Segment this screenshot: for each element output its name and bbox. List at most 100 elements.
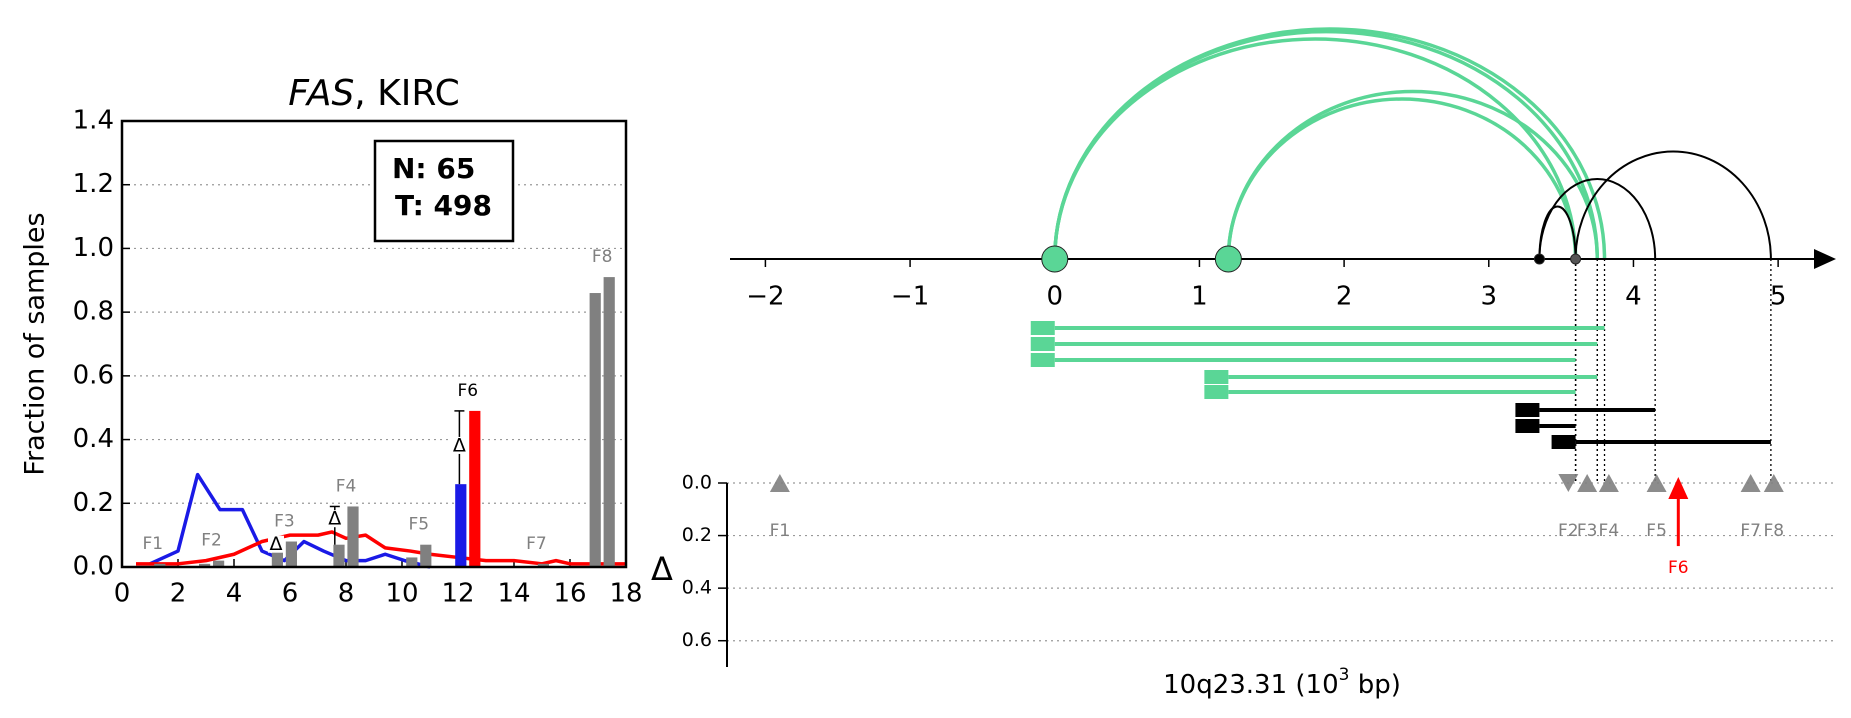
delta-marker: Δ [453, 434, 466, 456]
annotation-box [373, 139, 515, 243]
x-axis-arrow [1814, 249, 1836, 269]
junction-arc [1053, 37, 1578, 260]
site-node [1570, 253, 1582, 265]
x-tick-label: −1 [891, 282, 929, 312]
feature-bar [420, 544, 432, 567]
x-label-sup: 3 [1339, 665, 1350, 685]
y-tick-label: 0.2 [682, 524, 712, 546]
isoform-start [1204, 385, 1229, 399]
feature-label: F8 [592, 247, 613, 267]
x-axis-label: 10q23.31 (103 bp) [1163, 665, 1401, 700]
feature-label: F4 [1599, 521, 1620, 541]
chart-title: FAS, KIRC [288, 73, 460, 114]
feature-label: F3 [274, 512, 295, 532]
feature-bar [406, 557, 418, 567]
feature-label: F8 [1763, 521, 1784, 541]
delta-marker: Δ [328, 508, 341, 530]
feature-bar [199, 563, 211, 567]
y-tick-label: 0.4 [73, 424, 114, 454]
x-tick-label: 14 [497, 579, 530, 609]
y-tick-label: 0.6 [682, 629, 712, 651]
feature-label: F2 [1558, 521, 1579, 541]
line-series [136, 530, 626, 566]
delta-triangle [769, 474, 790, 492]
feature-label: F1 [142, 534, 163, 554]
x-tick-label: −2 [746, 282, 784, 312]
y-tick-label: 1.2 [73, 169, 114, 199]
feature-label: F5 [1646, 521, 1667, 541]
annotation-text: T: 498 [395, 189, 492, 222]
feature-bar [213, 560, 225, 567]
feature-label: F6 [1668, 558, 1689, 578]
feature-bar [347, 506, 359, 567]
feature-bar [271, 551, 283, 567]
isoform-start [1515, 403, 1540, 417]
plot-frame [120, 119, 628, 569]
y-tick-label: 0.8 [73, 297, 114, 327]
x-tick-label: 4 [1625, 282, 1642, 312]
y-tick-label: 1.0 [73, 233, 114, 263]
feature-label: F1 [770, 521, 791, 541]
isoform-start [1204, 370, 1229, 384]
isoform-start [1030, 353, 1055, 367]
title-gene: FAS [288, 73, 354, 114]
annotation-text: N: 65 [392, 152, 475, 185]
x-tick-label: 18 [609, 579, 642, 609]
x-label-tail: bp) [1349, 670, 1400, 700]
x-tick-label: 2 [1336, 282, 1353, 312]
x-tick-label: 12 [441, 579, 474, 609]
exon-node [1214, 245, 1242, 273]
x-tick-label: 0 [114, 579, 131, 609]
x-tick-label: 3 [1481, 282, 1498, 312]
delta-bg [268, 535, 284, 553]
junction-arc [1053, 29, 1600, 260]
feature-bar [285, 541, 297, 567]
x-tick-label: 4 [226, 579, 243, 609]
x-tick-label: 10 [385, 579, 418, 609]
feature-bar [589, 293, 601, 567]
x-tick-label: 8 [338, 579, 355, 609]
feature-label: F6 [457, 381, 478, 401]
feature-bar [455, 484, 467, 567]
feature-label: F7 [1740, 521, 1761, 541]
feature-label: F3 [1577, 521, 1598, 541]
x-tick-label: 0 [1046, 282, 1063, 312]
delta-triangle [1577, 474, 1598, 492]
x-tick-label: 5 [1770, 282, 1787, 312]
exon-node [1041, 245, 1069, 273]
x-tick-label: 16 [553, 579, 586, 609]
feature-bar [603, 277, 615, 567]
y-tick-label: 0.0 [73, 552, 114, 582]
delta-arrowhead [1668, 477, 1689, 499]
y-axis-label: Fraction of samples [20, 212, 51, 475]
delta-triangle [1763, 474, 1784, 492]
feature-label: F2 [201, 531, 222, 551]
site-node [1533, 253, 1545, 265]
x-label-main: 10q23.31 (10 [1163, 670, 1339, 700]
delta-triangle [1558, 474, 1579, 492]
feature-label: F7 [526, 534, 547, 554]
junction-arc [1538, 178, 1657, 260]
delta-triangle [1598, 474, 1619, 492]
x-tick-label: 2 [170, 579, 187, 609]
x-tick-label: 6 [282, 579, 299, 609]
x-tick-label: 1 [1191, 282, 1208, 312]
feature-bar [154, 563, 166, 567]
junction-arc [1574, 150, 1772, 260]
y-tick-label: 0.4 [682, 577, 712, 599]
feature-label: F5 [408, 515, 429, 535]
y-tick-label: 0.6 [73, 360, 114, 390]
feature-label: F4 [336, 476, 357, 496]
delta-axis-label: Δ [651, 550, 673, 588]
feature-bar [537, 563, 549, 567]
delta-bg [326, 510, 343, 528]
isoform-start [1551, 435, 1576, 449]
y-tick-label: 0.2 [73, 488, 114, 518]
delta-triangle [1646, 474, 1667, 492]
isoform-start [1515, 419, 1540, 433]
y-tick-label: 0.0 [682, 472, 712, 494]
feature-bar [469, 410, 481, 567]
y-tick-label: 1.4 [73, 106, 114, 136]
feature-bar [333, 544, 345, 567]
